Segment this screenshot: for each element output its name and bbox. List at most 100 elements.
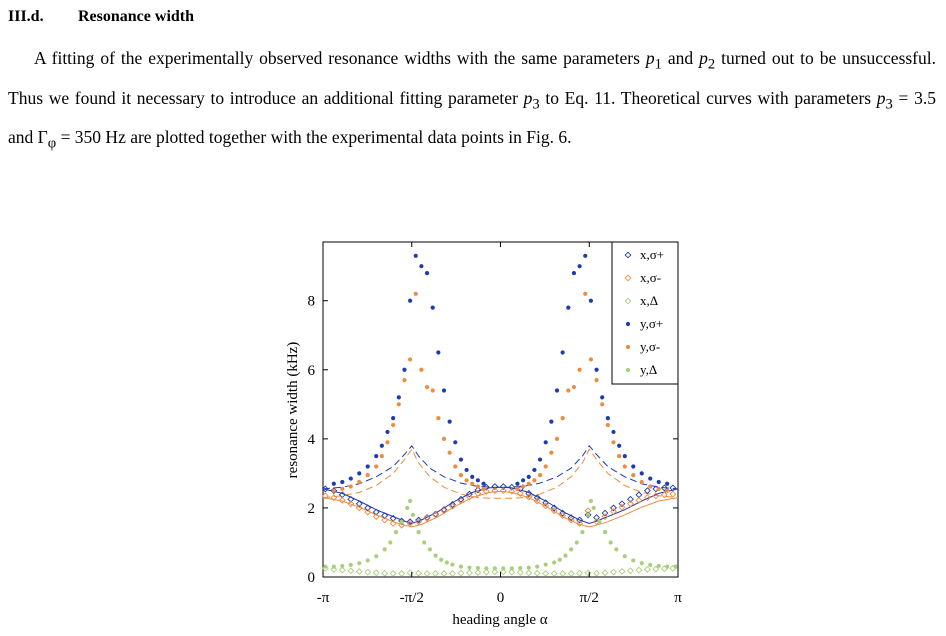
- series-6-point: [408, 498, 413, 504]
- series-4-point: [648, 476, 653, 481]
- series-3-point: [567, 570, 575, 577]
- series-6-point: [427, 547, 432, 552]
- series-4-point: [521, 478, 526, 483]
- series-2-point: [338, 496, 346, 504]
- series-4-point: [458, 457, 464, 462]
- series-1-point: [593, 514, 600, 522]
- series-3-point: [338, 566, 346, 574]
- series-2-point: [567, 516, 575, 524]
- series-2-point: [465, 493, 473, 501]
- series-5-point: [639, 479, 644, 485]
- series-6-point: [622, 554, 627, 559]
- legend-label: y,σ-: [640, 339, 660, 354]
- series-1-point: [398, 517, 406, 525]
- series-3-point: [559, 570, 567, 577]
- series-5-point: [357, 479, 362, 485]
- series-2-point: [516, 489, 524, 497]
- theory-curve-2: [322, 448, 679, 499]
- series-2-point: [533, 497, 541, 505]
- series-4-point: [441, 388, 447, 393]
- series-2-point: [398, 521, 406, 529]
- series-5-point: [532, 478, 537, 483]
- legend-label: x,Δ: [640, 293, 658, 308]
- series-1-point: [474, 486, 482, 494]
- legend-label: y,Δ: [640, 362, 657, 377]
- series-4-point: [611, 429, 616, 435]
- legend-marker: [625, 344, 631, 350]
- series-1-point: [415, 516, 423, 524]
- series-1-point: [660, 484, 668, 492]
- series-6-point: [673, 564, 678, 569]
- series-4-point: [560, 350, 565, 355]
- series-2-point: [652, 492, 660, 500]
- series-3-point: [516, 569, 524, 576]
- legend-marker: [624, 297, 632, 305]
- series-5-point: [554, 436, 560, 441]
- series-6-point: [323, 564, 328, 569]
- series-4-point: [385, 429, 390, 435]
- series-4-point: [577, 264, 582, 269]
- series-4-point: [583, 253, 588, 258]
- series-1-point: [381, 512, 389, 519]
- section-number: III.d.: [8, 8, 44, 25]
- series-2-point: [610, 507, 617, 515]
- series-5-point: [571, 384, 577, 390]
- series-2-point: [474, 489, 482, 497]
- series-4-point: [475, 478, 481, 483]
- series-6-point: [399, 519, 404, 524]
- series-3-point: [465, 569, 473, 577]
- series-1-point: [567, 514, 575, 522]
- series-6-point: [422, 540, 427, 545]
- series-1-point: [364, 504, 372, 512]
- series-6-point: [608, 540, 613, 545]
- param-p1: p: [645, 48, 655, 68]
- series-5-point: [470, 481, 475, 486]
- series-6-point: [552, 560, 557, 565]
- series-6-point: [492, 566, 497, 571]
- series-1-point: [449, 501, 456, 508]
- series-6-point: [580, 530, 585, 535]
- series-3-point: [525, 569, 533, 577]
- y-tick-label: 6: [308, 363, 316, 379]
- series-3-point: [457, 569, 465, 577]
- series-4-point: [424, 270, 430, 276]
- series-1-point: [533, 494, 541, 502]
- series-5-point: [656, 486, 661, 492]
- body-paragraph: A fitting of the experimentally observed…: [8, 42, 936, 161]
- legend-marker: [625, 367, 631, 373]
- series-4-point: [622, 454, 627, 459]
- param-p3: p: [523, 87, 533, 108]
- series-2-point: [381, 516, 389, 524]
- param-p3-value: p: [876, 87, 886, 108]
- series-5-point: [348, 484, 353, 489]
- series-2-point: [347, 500, 355, 508]
- series-4-point: [639, 471, 644, 476]
- series-3-point: [347, 567, 355, 575]
- series-4-point: [374, 454, 379, 459]
- series-4-point: [413, 253, 418, 258]
- series-2-point: [491, 487, 499, 495]
- series-5-point: [648, 484, 653, 489]
- series-5-point: [594, 378, 599, 383]
- series-6-point: [648, 562, 653, 568]
- series-3-point: [576, 569, 584, 577]
- series-3-point: [610, 568, 617, 576]
- series-6-point: [405, 505, 410, 511]
- theory-curve-4: [322, 490, 679, 528]
- series-3-point: [440, 570, 448, 577]
- x-tick-label: 0: [497, 590, 505, 606]
- series-3-point: [652, 565, 660, 573]
- series-6-point: [357, 561, 362, 566]
- series-4-point: [549, 419, 554, 424]
- series-3-point: [330, 565, 338, 573]
- series-1-point: [482, 483, 490, 491]
- series-1-point: [499, 483, 507, 490]
- series-5-point: [458, 473, 464, 478]
- series-2-point: [389, 520, 397, 527]
- series-2-point: [321, 492, 329, 500]
- series-2-point: [406, 520, 414, 527]
- series-2-point: [330, 494, 338, 502]
- series-4-point: [408, 298, 413, 303]
- series-3-point: [389, 570, 397, 577]
- series-6-point: [597, 519, 602, 524]
